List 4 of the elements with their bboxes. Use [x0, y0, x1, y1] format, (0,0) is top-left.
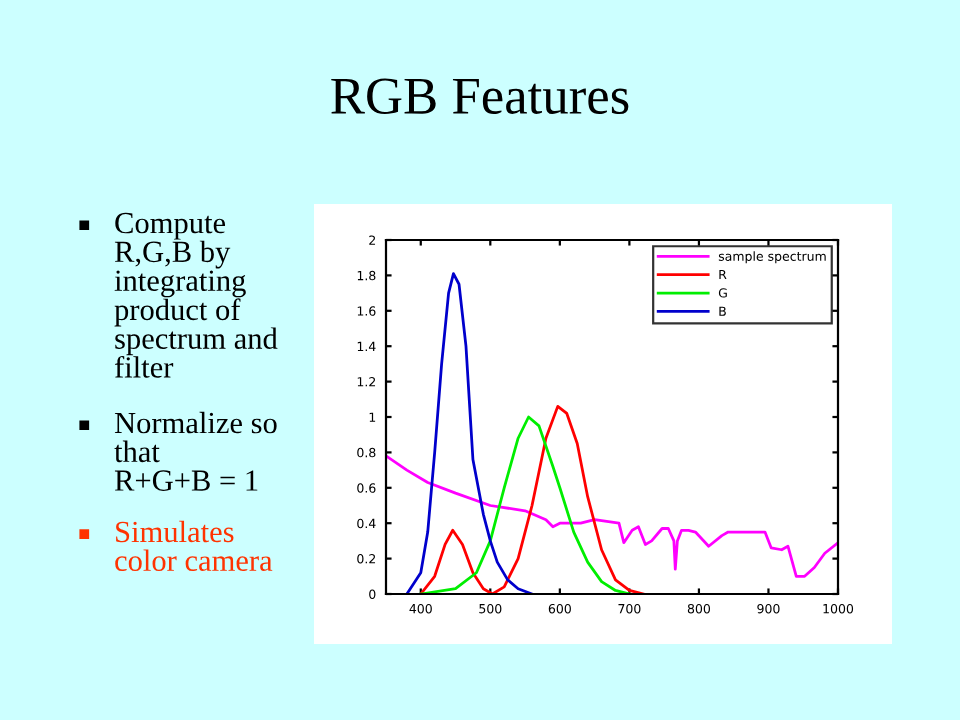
text: Simulates color camera — [115, 520, 273, 572]
text: Compute R,G,B by integrating product of spectrum and filter — [114, 212, 278, 378]
text: Normalize so that R+G+B = 1 — [114, 411, 277, 491]
text: RGB Features — [331, 78, 629, 115]
